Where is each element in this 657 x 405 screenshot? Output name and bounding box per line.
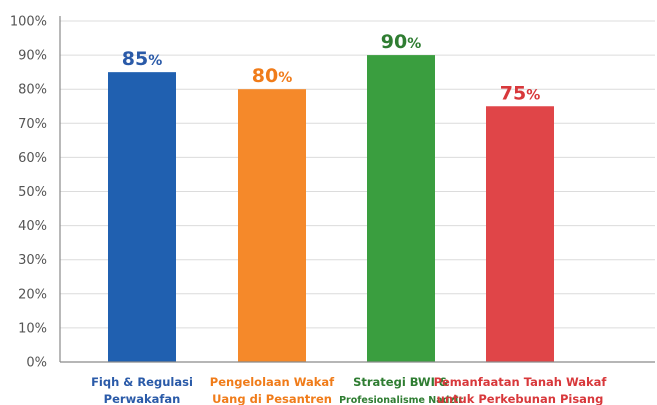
x-tick-label: Strategi BWI & [353, 375, 449, 389]
y-tick-label: 50% [18, 185, 47, 200]
y-tick-label: 10% [18, 321, 47, 336]
data-label-value: 75 [500, 82, 526, 104]
y-tick-label: 100% [10, 15, 47, 30]
y-tick-label: 80% [18, 83, 47, 98]
category-labels: Fiqh & Regulasi Perwakafan Pengelolaan Wak… [91, 375, 607, 405]
data-label-value: 90 [381, 31, 407, 53]
data-label-value: 80 [252, 65, 278, 87]
data-label-unit: % [407, 36, 421, 52]
bar [367, 55, 435, 362]
data-label: 75% [500, 82, 540, 104]
y-tick-label: 40% [18, 219, 47, 234]
x-tick-label: Perwakafan [104, 392, 181, 405]
y-tick-label: 0% [26, 356, 47, 371]
x-tick-label: Pemanfaatan Tanah Wakaf [434, 375, 608, 389]
data-label-unit: % [526, 87, 540, 103]
data-label: 80% [252, 65, 292, 87]
data-label: 85% [122, 48, 162, 70]
data-label-value: 85 [122, 48, 148, 70]
y-tick-label: 90% [18, 49, 47, 64]
y-axis-tick-labels: 0% 10% 20% 30% 40% 50% 60% 70% 80% 90% 100% [10, 15, 47, 371]
value-labels: 85%80%90%75% [122, 31, 540, 104]
x-tick-label: Uang di Pesantren [212, 392, 332, 405]
x-tick-label: Pengelolaan Wakaf [210, 375, 335, 389]
y-tick-label: 20% [18, 287, 47, 302]
data-label: 90% [381, 31, 421, 53]
data-label-unit: % [278, 70, 292, 86]
x-tick-label: Fiqh & Regulasi [91, 375, 193, 389]
y-tick-label: 70% [18, 117, 47, 132]
y-tick-label: 30% [18, 253, 47, 268]
bar [238, 89, 306, 362]
data-label-unit: % [148, 53, 162, 69]
bar [108, 72, 176, 363]
bars [108, 55, 554, 363]
bar [486, 106, 554, 362]
y-tick-label: 60% [18, 151, 47, 166]
x-tick-label: Profesionalisme Nadzir [339, 395, 463, 405]
x-tick-label: untuk Perkebunan Pisang [437, 392, 604, 405]
